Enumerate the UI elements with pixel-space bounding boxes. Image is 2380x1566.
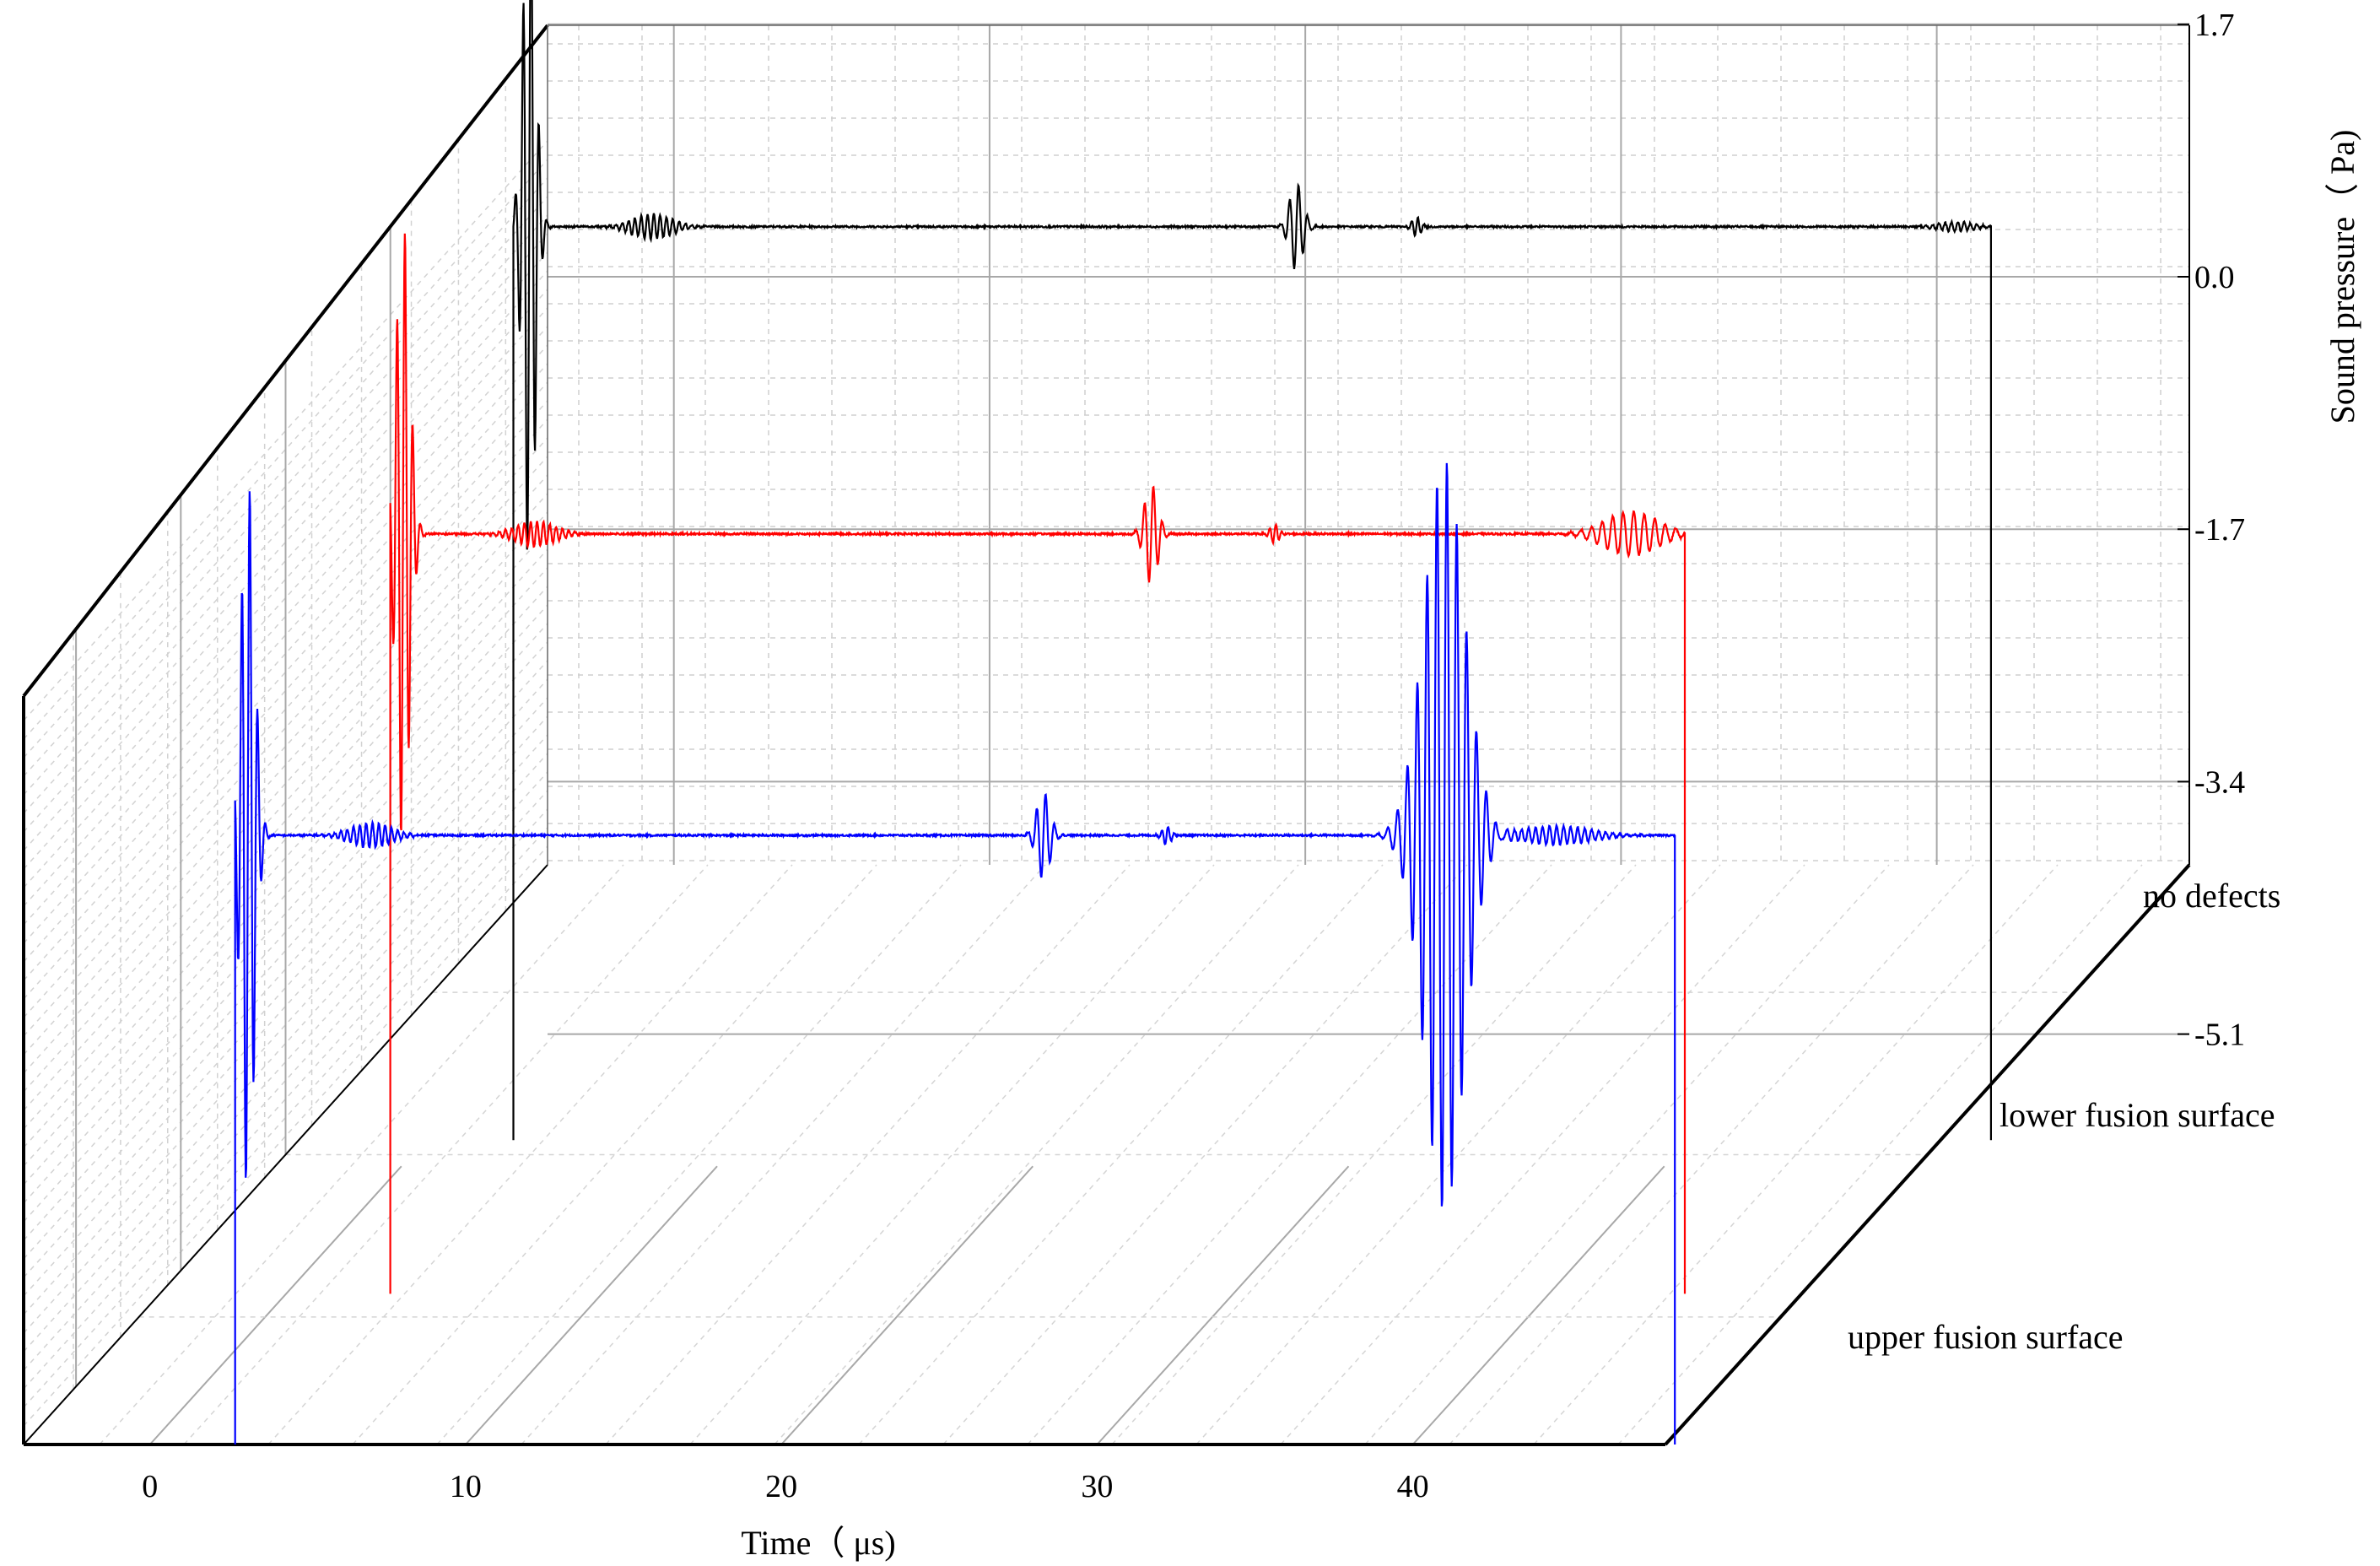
left-wall-gridline — [23, 307, 548, 888]
floor-gridline — [858, 864, 1384, 1445]
x-tick-label: 0 — [142, 1469, 158, 1504]
left-wall-gridline — [23, 567, 548, 1148]
left-wall-gridline — [23, 326, 548, 907]
floor-gridline — [1111, 864, 1637, 1445]
floor-gridline — [436, 864, 962, 1445]
floor-gridline — [267, 864, 793, 1445]
left-wall-gridline — [23, 418, 548, 1000]
floor-gridline — [352, 864, 877, 1445]
chart-walls — [24, 25, 2189, 1444]
series-no-defects — [512, 0, 1992, 1141]
floor-gridline — [521, 864, 1046, 1445]
series-label: upper fusion surface — [1848, 1318, 2124, 1356]
left-wall-gridline — [23, 604, 548, 1185]
left-wall-gridline — [23, 734, 548, 1315]
left-wall-gridline — [23, 456, 548, 1037]
x-tick-label: 10 — [450, 1469, 482, 1504]
floor-gridline — [1533, 864, 2059, 1445]
series-label: no defects — [2143, 877, 2280, 915]
floor-gridline — [99, 864, 624, 1445]
left-wall-gridline — [23, 678, 548, 1260]
left-wall-gridline — [23, 716, 548, 1297]
y-tick-label: 1.7 — [2194, 8, 2235, 43]
left-wall-gridline — [23, 845, 548, 1427]
left-wall-gridline — [23, 474, 548, 1056]
floor-major-gridline — [1096, 1165, 1350, 1445]
left-wall-gridline — [23, 641, 548, 1223]
left-wall-gridline — [23, 790, 548, 1371]
left-bottom-edge — [23, 864, 548, 1445]
floor-gridline — [774, 864, 1299, 1445]
left-top-edge — [22, 24, 549, 698]
chart-series — [234, 0, 1992, 1444]
x-tick-label: 30 — [1081, 1469, 1113, 1504]
y-tick-label: -5.1 — [2194, 1018, 2245, 1053]
series-lower-fusion-surface — [389, 233, 1687, 1294]
left-wall-gridline — [23, 159, 548, 740]
left-wall-gridline — [23, 808, 548, 1390]
left-wall-gridline — [23, 214, 548, 796]
left-wall-gridline — [23, 511, 548, 1093]
floor-gridline — [1027, 864, 1552, 1445]
floor-major-gridline — [148, 1165, 402, 1445]
right-bottom-edge — [1664, 863, 2191, 1446]
left-wall-gridline — [23, 493, 548, 1074]
left-wall-gridline — [23, 827, 548, 1408]
y-tick-label: 0.0 — [2194, 260, 2235, 295]
series-label: lower fusion surface — [2000, 1096, 2275, 1134]
floor-major-gridline — [780, 1165, 1033, 1445]
left-wall-gridline — [23, 140, 548, 721]
floor-major-gridline — [465, 1165, 718, 1445]
floor-gridline — [942, 864, 1468, 1445]
y-tick-label: -3.4 — [2194, 764, 2245, 800]
left-wall-gridline — [23, 344, 548, 926]
floor-gridline — [1280, 864, 1805, 1445]
floor-gridline — [1617, 864, 2143, 1445]
left-wall-gridline — [23, 623, 548, 1204]
series-line — [389, 233, 1687, 1294]
left-wall-gridline — [23, 753, 548, 1334]
x-axis-label: Time（ μs) — [741, 1524, 895, 1562]
floor-gridline — [1195, 864, 1721, 1445]
x-tick-label: 20 — [765, 1469, 797, 1504]
floor-gridline — [1364, 864, 1890, 1445]
left-wall-gridline — [23, 586, 548, 1167]
floor-gridline — [689, 864, 1215, 1445]
x-tick-label: 40 — [1397, 1469, 1429, 1504]
left-wall-gridline — [23, 400, 548, 981]
y-axis-label: Sound pressure（ Pa) — [2323, 130, 2361, 424]
left-wall-gridline — [23, 233, 548, 814]
series-upper-fusion-surface — [234, 462, 1676, 1444]
chart-frame — [22, 24, 2191, 1446]
left-wall-gridline — [23, 548, 548, 1130]
left-wall-gridline — [23, 530, 548, 1111]
floor-gridline — [605, 864, 1131, 1445]
chart-grid — [23, 23, 2189, 1445]
floor-major-gridline — [1411, 1165, 1665, 1445]
floor-gridline — [1449, 864, 1974, 1445]
left-wall-gridline — [23, 381, 548, 963]
left-wall-gridline — [23, 196, 548, 777]
y-tick-label: -1.7 — [2194, 512, 2245, 548]
left-wall-gridline — [23, 270, 548, 851]
left-wall-gridline — [23, 363, 548, 944]
series-line — [234, 462, 1676, 1444]
left-wall-gridline — [23, 697, 548, 1278]
floor-gridline — [183, 864, 709, 1445]
left-wall-gridline — [23, 771, 548, 1353]
left-wall-gridline — [23, 251, 548, 833]
left-wall-gridline — [23, 177, 548, 759]
chart-labels: Time（ μs) Sound pressure（ Pa) 1.7 0.0 -1.7… — [142, 8, 2361, 1562]
left-wall-gridline — [23, 660, 548, 1241]
left-wall-gridline — [23, 289, 548, 870]
back-wall — [548, 25, 2189, 865]
series-line — [512, 0, 1992, 1141]
